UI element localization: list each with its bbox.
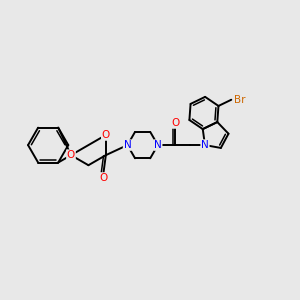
Text: O: O bbox=[67, 150, 75, 160]
Text: N: N bbox=[154, 140, 162, 150]
Text: Br: Br bbox=[234, 95, 246, 105]
Text: O: O bbox=[102, 130, 110, 140]
Text: N: N bbox=[201, 140, 209, 150]
Text: O: O bbox=[99, 173, 107, 183]
Text: N: N bbox=[124, 140, 131, 150]
Text: O: O bbox=[171, 118, 179, 128]
